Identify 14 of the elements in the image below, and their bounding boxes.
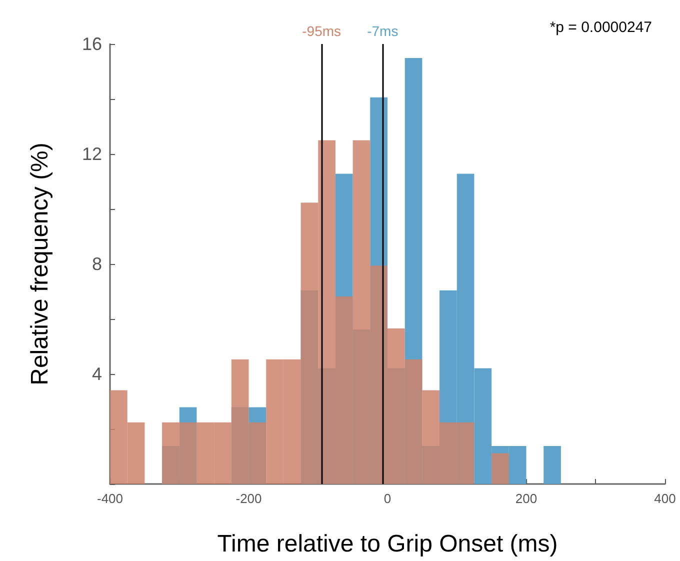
y-tick-label: 12 bbox=[82, 144, 102, 164]
x-tick-label: 0 bbox=[384, 491, 392, 506]
y-tick-label: 8 bbox=[92, 254, 102, 274]
ref-line-label: -7ms bbox=[367, 23, 398, 39]
y-tick-label: 4 bbox=[92, 364, 102, 384]
y-tick-label: 16 bbox=[82, 34, 102, 54]
ref-line-label: -95ms bbox=[302, 23, 342, 39]
x-tick-label: -200 bbox=[236, 491, 262, 506]
x-tick-label: 200 bbox=[515, 491, 538, 506]
y-axis-title: Relative frequency (%) bbox=[26, 142, 54, 386]
x-tick-label: -400 bbox=[96, 491, 124, 506]
x-tick-label: 400 bbox=[654, 491, 676, 506]
x-axis-title: Time relative to Grip Onset (ms) bbox=[217, 530, 558, 558]
text: *p = 0.0000247 bbox=[550, 19, 652, 36]
